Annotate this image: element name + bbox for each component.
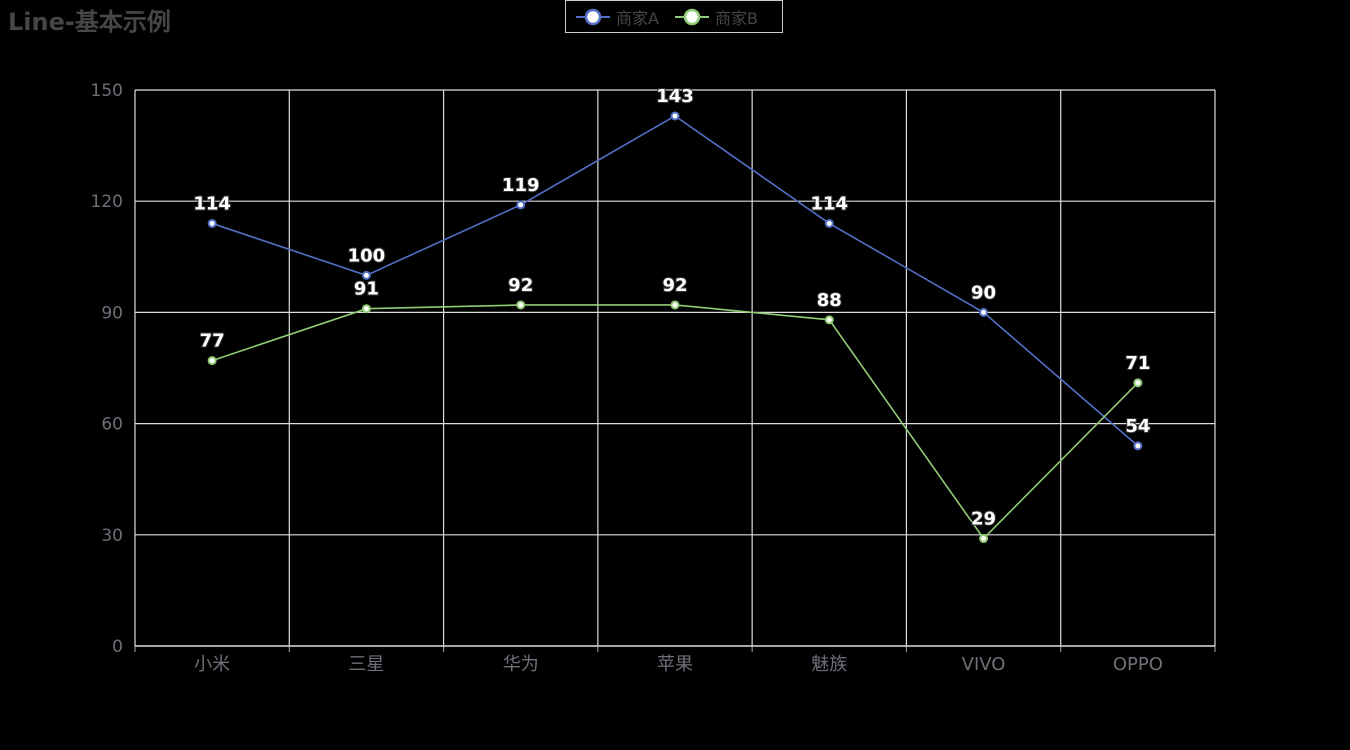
data-label: 88 <box>817 290 842 311</box>
data-label: 71 <box>1125 353 1150 374</box>
x-tick-label: 魅族 <box>811 654 847 675</box>
data-point[interactable] <box>516 200 526 210</box>
legend-label-series-b: 商家B <box>714 8 758 28</box>
data-point[interactable] <box>824 218 834 228</box>
legend: 商家A 商家B <box>565 0 783 33</box>
y-tick-label: 30 <box>101 526 123 546</box>
data-point[interactable] <box>1133 441 1143 451</box>
data-point[interactable] <box>516 300 526 310</box>
data-label: 29 <box>971 509 996 530</box>
data-label: 114 <box>193 193 231 214</box>
legend-item-series-b[interactable]: 商家B <box>673 5 758 29</box>
y-tick-label: 60 <box>101 415 123 435</box>
data-label: 114 <box>810 193 848 214</box>
chart-title: Line-基本示例 <box>8 8 171 36</box>
data-label: 119 <box>502 175 540 196</box>
x-tick-label: 三星 <box>348 654 384 675</box>
x-tick-label: OPPO <box>1113 654 1163 675</box>
data-label: 92 <box>662 275 687 296</box>
x-tick-label: 华为 <box>503 654 539 675</box>
x-tick-label: 苹果 <box>657 654 693 675</box>
y-tick-label: 90 <box>101 303 123 323</box>
data-point[interactable] <box>979 307 989 317</box>
data-point[interactable] <box>1133 378 1143 388</box>
x-tick-label: 小米 <box>194 654 230 675</box>
data-label: 100 <box>348 245 386 266</box>
data-label: 92 <box>508 275 533 296</box>
data-label: 91 <box>354 279 379 300</box>
x-tick-label: VIVO <box>962 654 1006 675</box>
y-tick-label: 0 <box>112 637 123 657</box>
data-label: 54 <box>1125 416 1150 437</box>
legend-swatch-series-b <box>674 8 709 25</box>
data-point[interactable] <box>670 111 680 121</box>
data-label: 77 <box>200 331 225 352</box>
data-point[interactable] <box>361 304 371 314</box>
legend-label-series-a: 商家A <box>616 8 659 28</box>
legend-swatch-series-a <box>576 8 610 25</box>
data-point[interactable] <box>979 534 989 544</box>
series-line <box>211 304 1139 540</box>
data-point[interactable] <box>361 270 371 280</box>
data-point[interactable] <box>207 218 217 228</box>
y-tick-label: 150 <box>91 81 123 101</box>
data-point[interactable] <box>824 315 834 325</box>
data-label: 90 <box>971 282 996 303</box>
data-point[interactable] <box>670 300 680 310</box>
data-point[interactable] <box>207 356 217 366</box>
data-label: 143 <box>656 86 694 107</box>
legend-item-series-a[interactable]: 商家A <box>574 5 659 29</box>
y-tick-label: 120 <box>91 192 123 212</box>
